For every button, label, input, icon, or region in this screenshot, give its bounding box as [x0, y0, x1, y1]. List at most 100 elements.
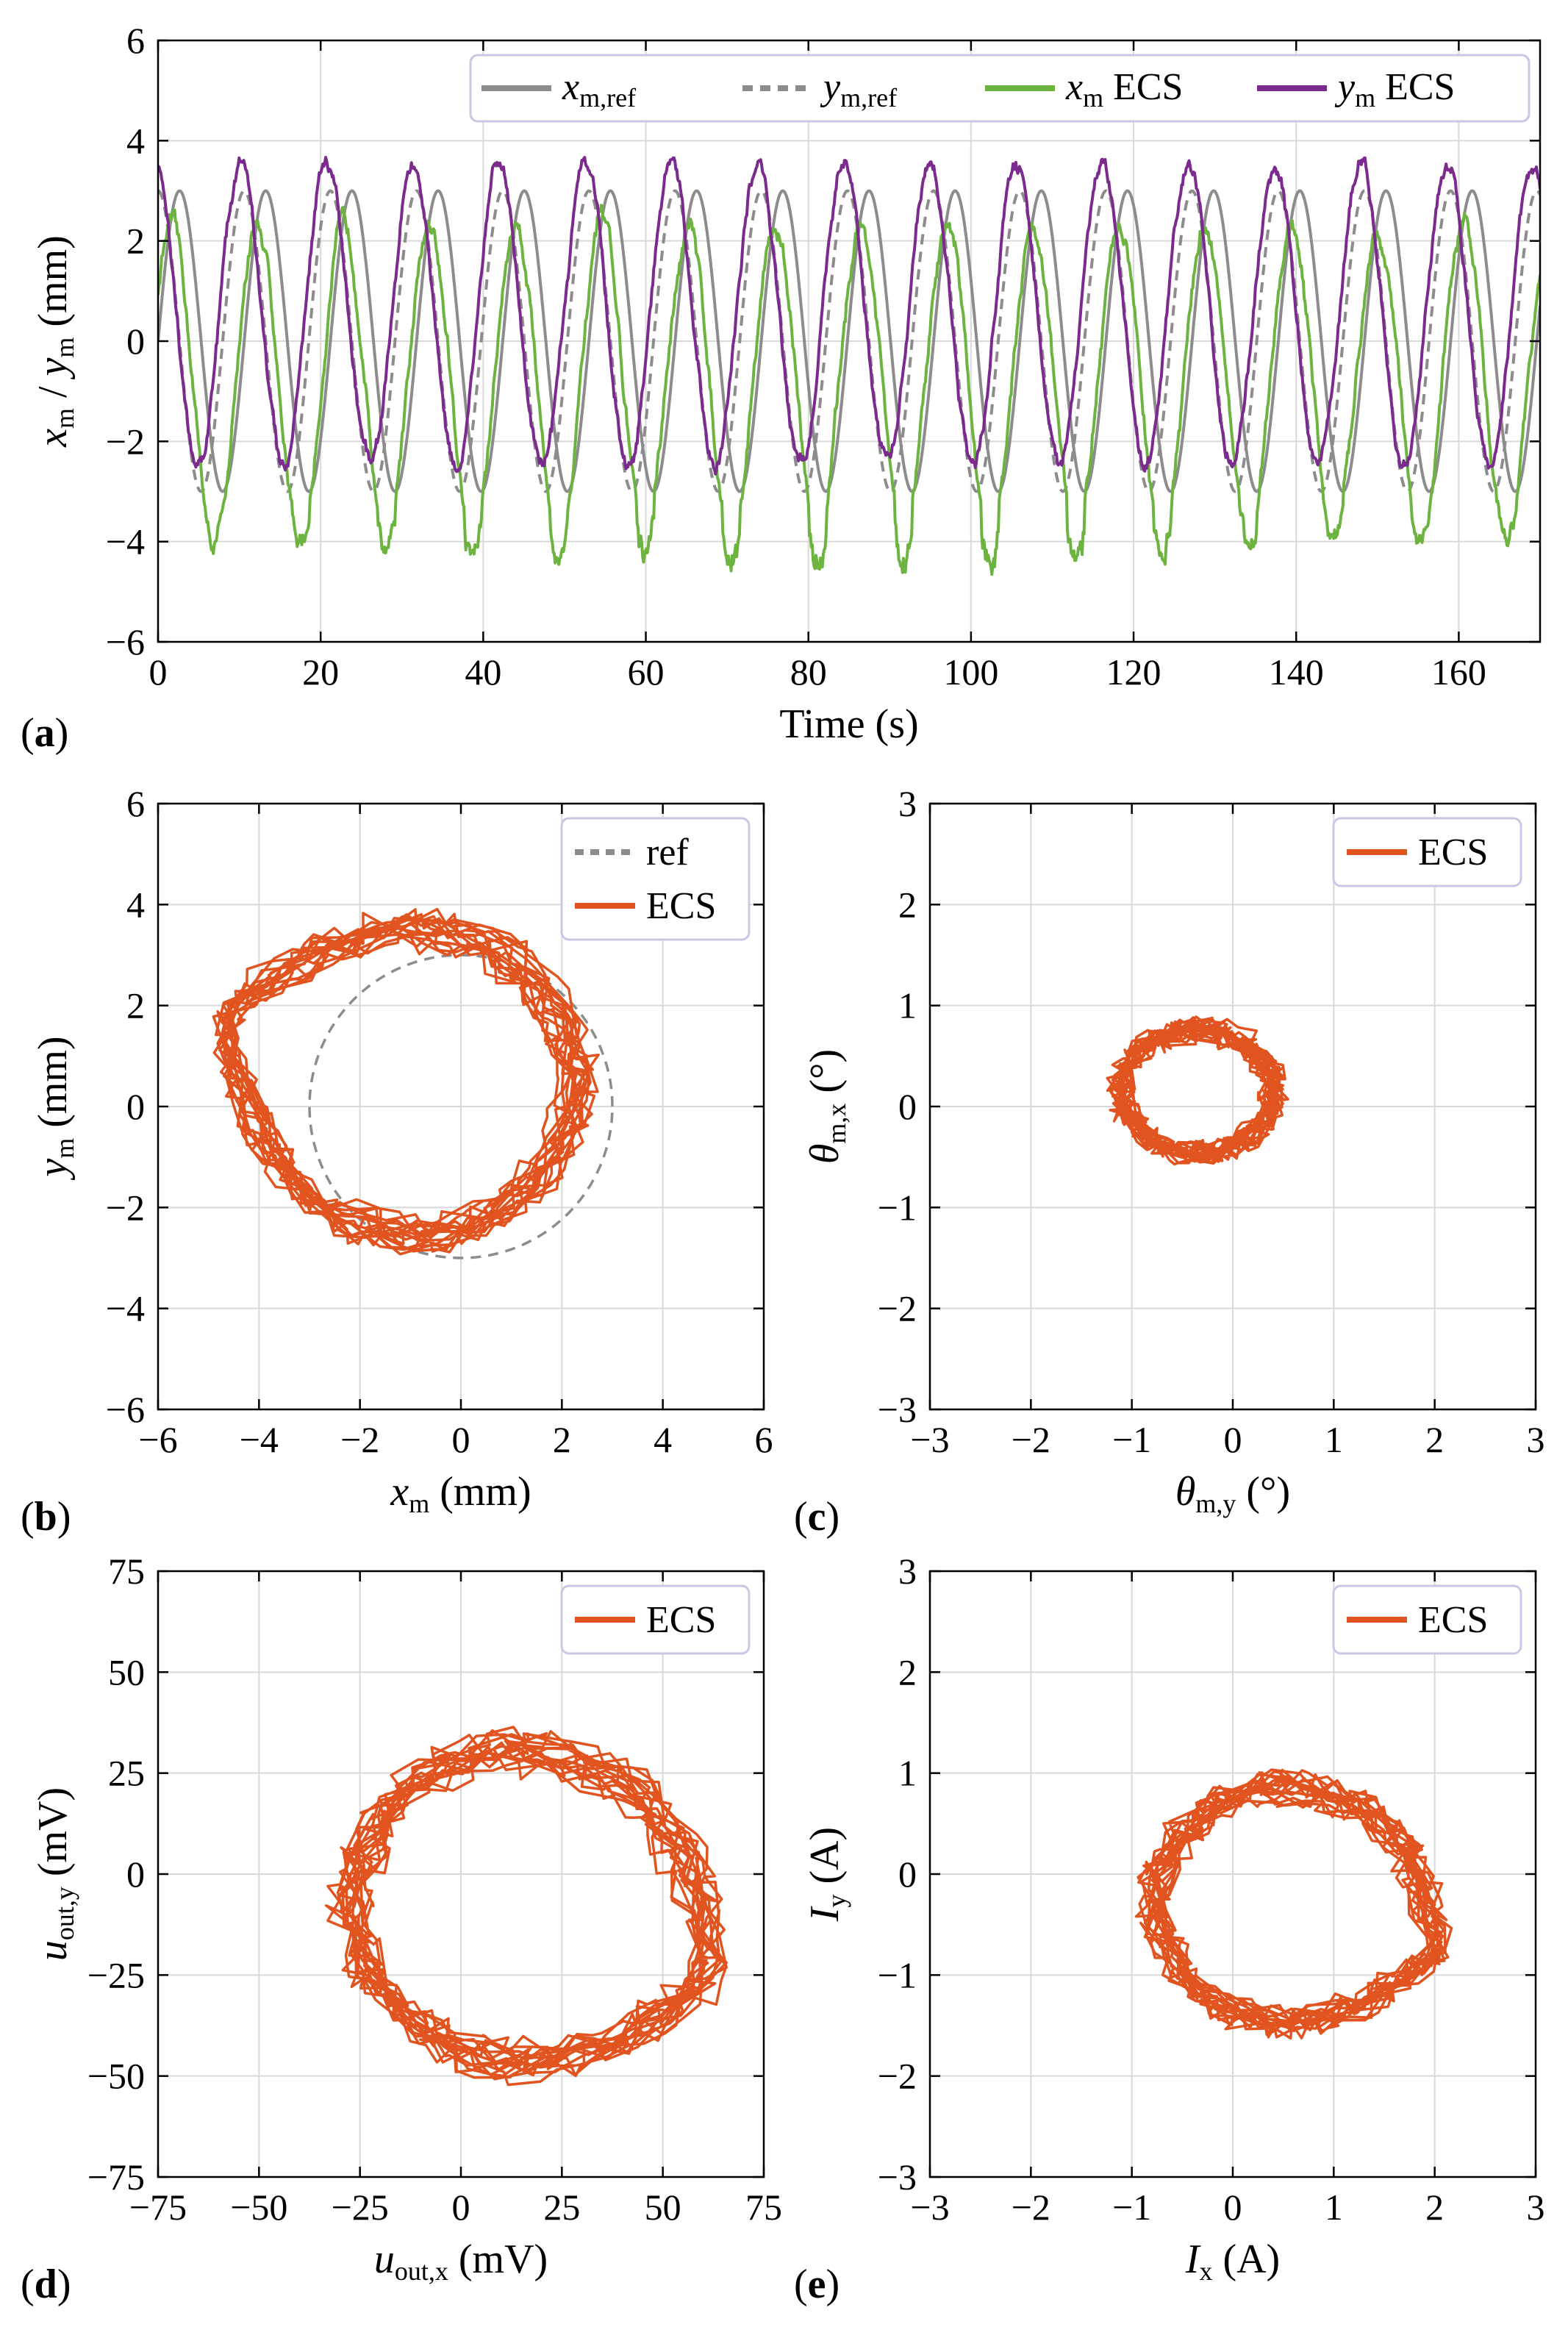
x-tick-label: −25	[332, 2187, 389, 2228]
y-tick-label: −3	[878, 2156, 917, 2198]
panel-b: −6 −4 −2 0 2 4 6 −6 −4 −2 0 2 4 6 xm (mm) ym (mm) (b) ref…	[21, 783, 773, 1540]
x-tick-label: 2	[553, 1419, 571, 1460]
y-tick-label: −1	[878, 1954, 917, 1995]
x-tick-label: 0	[452, 1419, 470, 1460]
x-tick-label: 6	[755, 1419, 773, 1460]
x-tick-label: −1	[1112, 1419, 1151, 1460]
legend: ECS	[1332, 817, 1522, 887]
legend-label: ECS	[1418, 1599, 1488, 1641]
y-tick-label: 50	[108, 1651, 145, 1692]
y-tick-label: 2	[898, 884, 917, 925]
legend-label: ref	[646, 832, 689, 873]
svg-text:xm (mm): xm (mm)	[390, 1469, 531, 1518]
svg-text:xm / ym (mm): xm / ym (mm)	[30, 235, 79, 448]
x-tick-label: −75	[129, 2187, 187, 2228]
y-axis-label: θm,x (°)	[802, 1049, 851, 1164]
series-line-ecs	[324, 1726, 728, 2087]
x-axis-label: Ix (A)	[1185, 2237, 1280, 2286]
legend-label: ym ECS	[1334, 66, 1455, 112]
svg-text:xm,ref: xm,ref	[562, 66, 636, 112]
svg-text:Ix (A): Ix (A)	[1185, 2237, 1280, 2286]
panel-label: (b)	[21, 1494, 71, 1540]
x-tick-label: 160	[1431, 651, 1486, 693]
x-tick-label: 0	[1224, 2187, 1242, 2228]
svg-text:Time (s): Time (s)	[779, 701, 918, 747]
x-tick-label: 3	[1527, 2187, 1545, 2228]
x-tick-label: 75	[745, 2187, 782, 2228]
x-tick-label: −2	[1012, 2187, 1050, 2228]
y-tick-label: 6	[126, 783, 145, 824]
x-tick-label: 140	[1269, 651, 1324, 693]
x-tick-label: 80	[790, 651, 827, 693]
x-tick-label: 2	[1425, 2187, 1444, 2228]
panel-label: (a)	[21, 710, 68, 756]
y-tick-label: −2	[878, 2056, 917, 2097]
x-tick-label: 0	[149, 651, 168, 693]
panel-a: 0 20 40 60 80 100 120 140 160 −6 −4 −2 0 2 4 6 Time (s) x…	[21, 20, 1542, 756]
y-tick-label: −6	[106, 1389, 145, 1430]
svg-text:ym ECS: ym ECS	[1334, 66, 1455, 112]
y-tick-label: −25	[87, 1954, 145, 1995]
y-axis-label: ym (mm)	[30, 1036, 79, 1180]
x-tick-label: −4	[240, 1419, 279, 1460]
legend-label: xm ECS	[1065, 66, 1183, 112]
y-tick-label: 4	[126, 120, 145, 161]
svg-text:ym,ref: ym,ref	[820, 66, 897, 112]
y-axis-label: uout,y (mV)	[30, 1787, 79, 1961]
x-tick-label: 40	[465, 651, 501, 693]
x-tick-label: 3	[1527, 1419, 1545, 1460]
y-tick-label: 3	[898, 1551, 917, 1592]
legend: ref ECS	[560, 817, 751, 941]
svg-text:θm,y (°): θm,y (°)	[1175, 1469, 1290, 1518]
y-tick-label: 25	[108, 1753, 145, 1794]
x-tick-label: −6	[138, 1419, 177, 1460]
svg-text:xm ECS: xm ECS	[1065, 66, 1183, 112]
y-tick-label: 0	[126, 1086, 145, 1127]
y-tick-label: −2	[106, 1187, 145, 1228]
svg-text:θm,x (°): θm,x (°)	[802, 1049, 851, 1164]
y-tick-label: −4	[106, 521, 145, 562]
y-tick-label: 75	[108, 1551, 145, 1592]
x-tick-label: 1	[1325, 1419, 1343, 1460]
y-tick-label: 6	[126, 20, 145, 61]
series-line-ecs	[1106, 1015, 1289, 1166]
x-tick-label: −50	[230, 2187, 287, 2228]
y-axis-label: xm / ym (mm)	[30, 235, 79, 448]
x-axis-label: xm (mm)	[390, 1469, 531, 1518]
y-tick-label: 2	[126, 985, 145, 1026]
x-tick-label: 2	[1425, 1419, 1444, 1460]
y-tick-label: −50	[87, 2056, 145, 2097]
y-tick-label: −6	[106, 621, 145, 662]
x-axis-label: θm,y (°)	[1175, 1469, 1290, 1518]
x-tick-label: −3	[910, 1419, 949, 1460]
x-axis-label: Time (s)	[779, 701, 918, 747]
x-tick-label: 25	[543, 2187, 580, 2228]
y-axis-label: Iy (A)	[802, 1827, 851, 1922]
legend-box	[560, 1584, 751, 1655]
svg-text:uout,x (mV): uout,x (mV)	[374, 2237, 548, 2286]
panel-d: −75 −50 −25 0 25 50 75 −75 −50 −25 0 25 50 75 uout,x (…	[21, 1551, 782, 2307]
y-tick-label: 2	[126, 221, 145, 262]
panel-label: (e)	[794, 2262, 840, 2307]
y-tick-label: 1	[898, 1753, 917, 1794]
x-tick-label: −1	[1112, 2187, 1151, 2228]
series-line-x-m-ecs	[158, 204, 1540, 576]
series-group	[158, 156, 1540, 576]
x-tick-label: 60	[628, 651, 665, 693]
x-tick-label: −2	[1012, 1419, 1050, 1460]
panel-label: (c)	[794, 1494, 840, 1540]
x-tick-label: −3	[910, 2187, 949, 2228]
legend: ECS	[560, 1584, 751, 1655]
panel-e: −3 −2 −1 0 1 2 3 −3 −2 −1 0 1 2 3 Ix (A) Iy (A) (e) ECS	[794, 1551, 1545, 2307]
x-tick-label: 0	[452, 2187, 470, 2228]
legend-box	[1332, 1584, 1522, 1655]
y-tick-label: −1	[878, 1187, 917, 1228]
legend-label: ECS	[646, 885, 716, 927]
x-axis-label: uout,x (mV)	[374, 2237, 548, 2286]
legend-label: ECS	[1418, 832, 1488, 873]
svg-text:Iy (A): Iy (A)	[802, 1827, 851, 1922]
y-tick-label: 0	[898, 1853, 917, 1895]
x-tick-label: 50	[645, 2187, 681, 2228]
x-tick-label: 100	[943, 651, 998, 693]
